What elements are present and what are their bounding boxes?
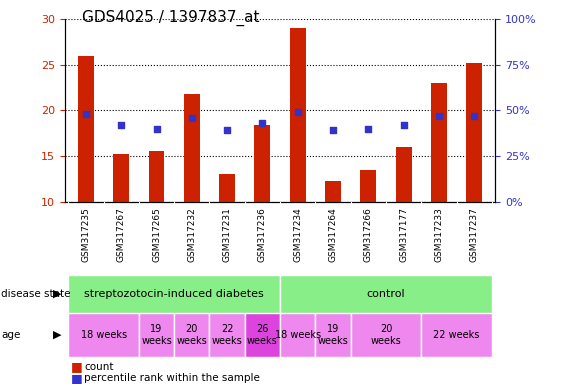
Text: control: control: [367, 289, 405, 299]
Point: [329, 127, 338, 134]
Text: 22
weeks: 22 weeks: [212, 324, 243, 346]
Text: 20
weeks: 20 weeks: [370, 324, 401, 346]
Text: GSM317265: GSM317265: [152, 207, 161, 262]
Bar: [68, 275, 280, 313]
Point: [258, 120, 267, 126]
Point: [222, 127, 231, 134]
Point: [364, 126, 373, 132]
Text: GSM317264: GSM317264: [329, 207, 338, 262]
Bar: [431, 83, 447, 202]
Bar: [174, 313, 209, 357]
Bar: [139, 313, 174, 357]
Text: GSM317235: GSM317235: [82, 207, 91, 262]
Bar: [68, 313, 139, 357]
Text: GSM317232: GSM317232: [187, 207, 196, 262]
Text: ■: ■: [70, 360, 82, 373]
Text: 19
weeks: 19 weeks: [318, 324, 348, 346]
Text: GSM317177: GSM317177: [399, 207, 408, 262]
Text: 18 weeks: 18 weeks: [81, 330, 127, 340]
Text: GSM317266: GSM317266: [364, 207, 373, 262]
Point: [82, 111, 91, 117]
Text: GSM317233: GSM317233: [435, 207, 444, 262]
Text: count: count: [84, 362, 114, 372]
Bar: [421, 313, 492, 357]
Text: ■: ■: [70, 372, 82, 384]
Bar: [280, 275, 492, 313]
Bar: [315, 313, 351, 357]
Bar: [184, 94, 200, 202]
Point: [152, 126, 161, 132]
Bar: [466, 63, 482, 202]
Bar: [209, 313, 245, 357]
Text: percentile rank within the sample: percentile rank within the sample: [84, 373, 260, 383]
Text: 26
weeks: 26 weeks: [247, 324, 278, 346]
Text: 19
weeks: 19 weeks: [141, 324, 172, 346]
Text: GSM317267: GSM317267: [117, 207, 126, 262]
Text: 20
weeks: 20 weeks: [176, 324, 207, 346]
Point: [293, 109, 302, 115]
Text: GDS4025 / 1397837_at: GDS4025 / 1397837_at: [82, 10, 259, 26]
Point: [435, 113, 444, 119]
Point: [470, 113, 479, 119]
Text: 18 weeks: 18 weeks: [275, 330, 321, 340]
Point: [399, 122, 408, 128]
Bar: [254, 125, 270, 202]
Bar: [149, 151, 164, 202]
Text: ▶: ▶: [53, 289, 62, 299]
Bar: [351, 313, 421, 357]
Bar: [280, 313, 315, 357]
Bar: [219, 174, 235, 202]
Text: ▶: ▶: [53, 330, 62, 340]
Bar: [360, 170, 376, 202]
Bar: [113, 154, 129, 202]
Bar: [78, 56, 94, 202]
Text: streptozotocin-induced diabetes: streptozotocin-induced diabetes: [84, 289, 264, 299]
Bar: [290, 28, 306, 202]
Bar: [245, 313, 280, 357]
Point: [187, 115, 196, 121]
Text: GSM317234: GSM317234: [293, 207, 302, 262]
Point: [117, 122, 126, 128]
Text: age: age: [1, 330, 20, 340]
Bar: [325, 180, 341, 202]
Text: GSM317237: GSM317237: [470, 207, 479, 262]
Bar: [396, 147, 412, 202]
Text: GSM317236: GSM317236: [258, 207, 267, 262]
Text: 22 weeks: 22 weeks: [434, 330, 480, 340]
Text: GSM317231: GSM317231: [222, 207, 231, 262]
Text: disease state: disease state: [1, 289, 70, 299]
